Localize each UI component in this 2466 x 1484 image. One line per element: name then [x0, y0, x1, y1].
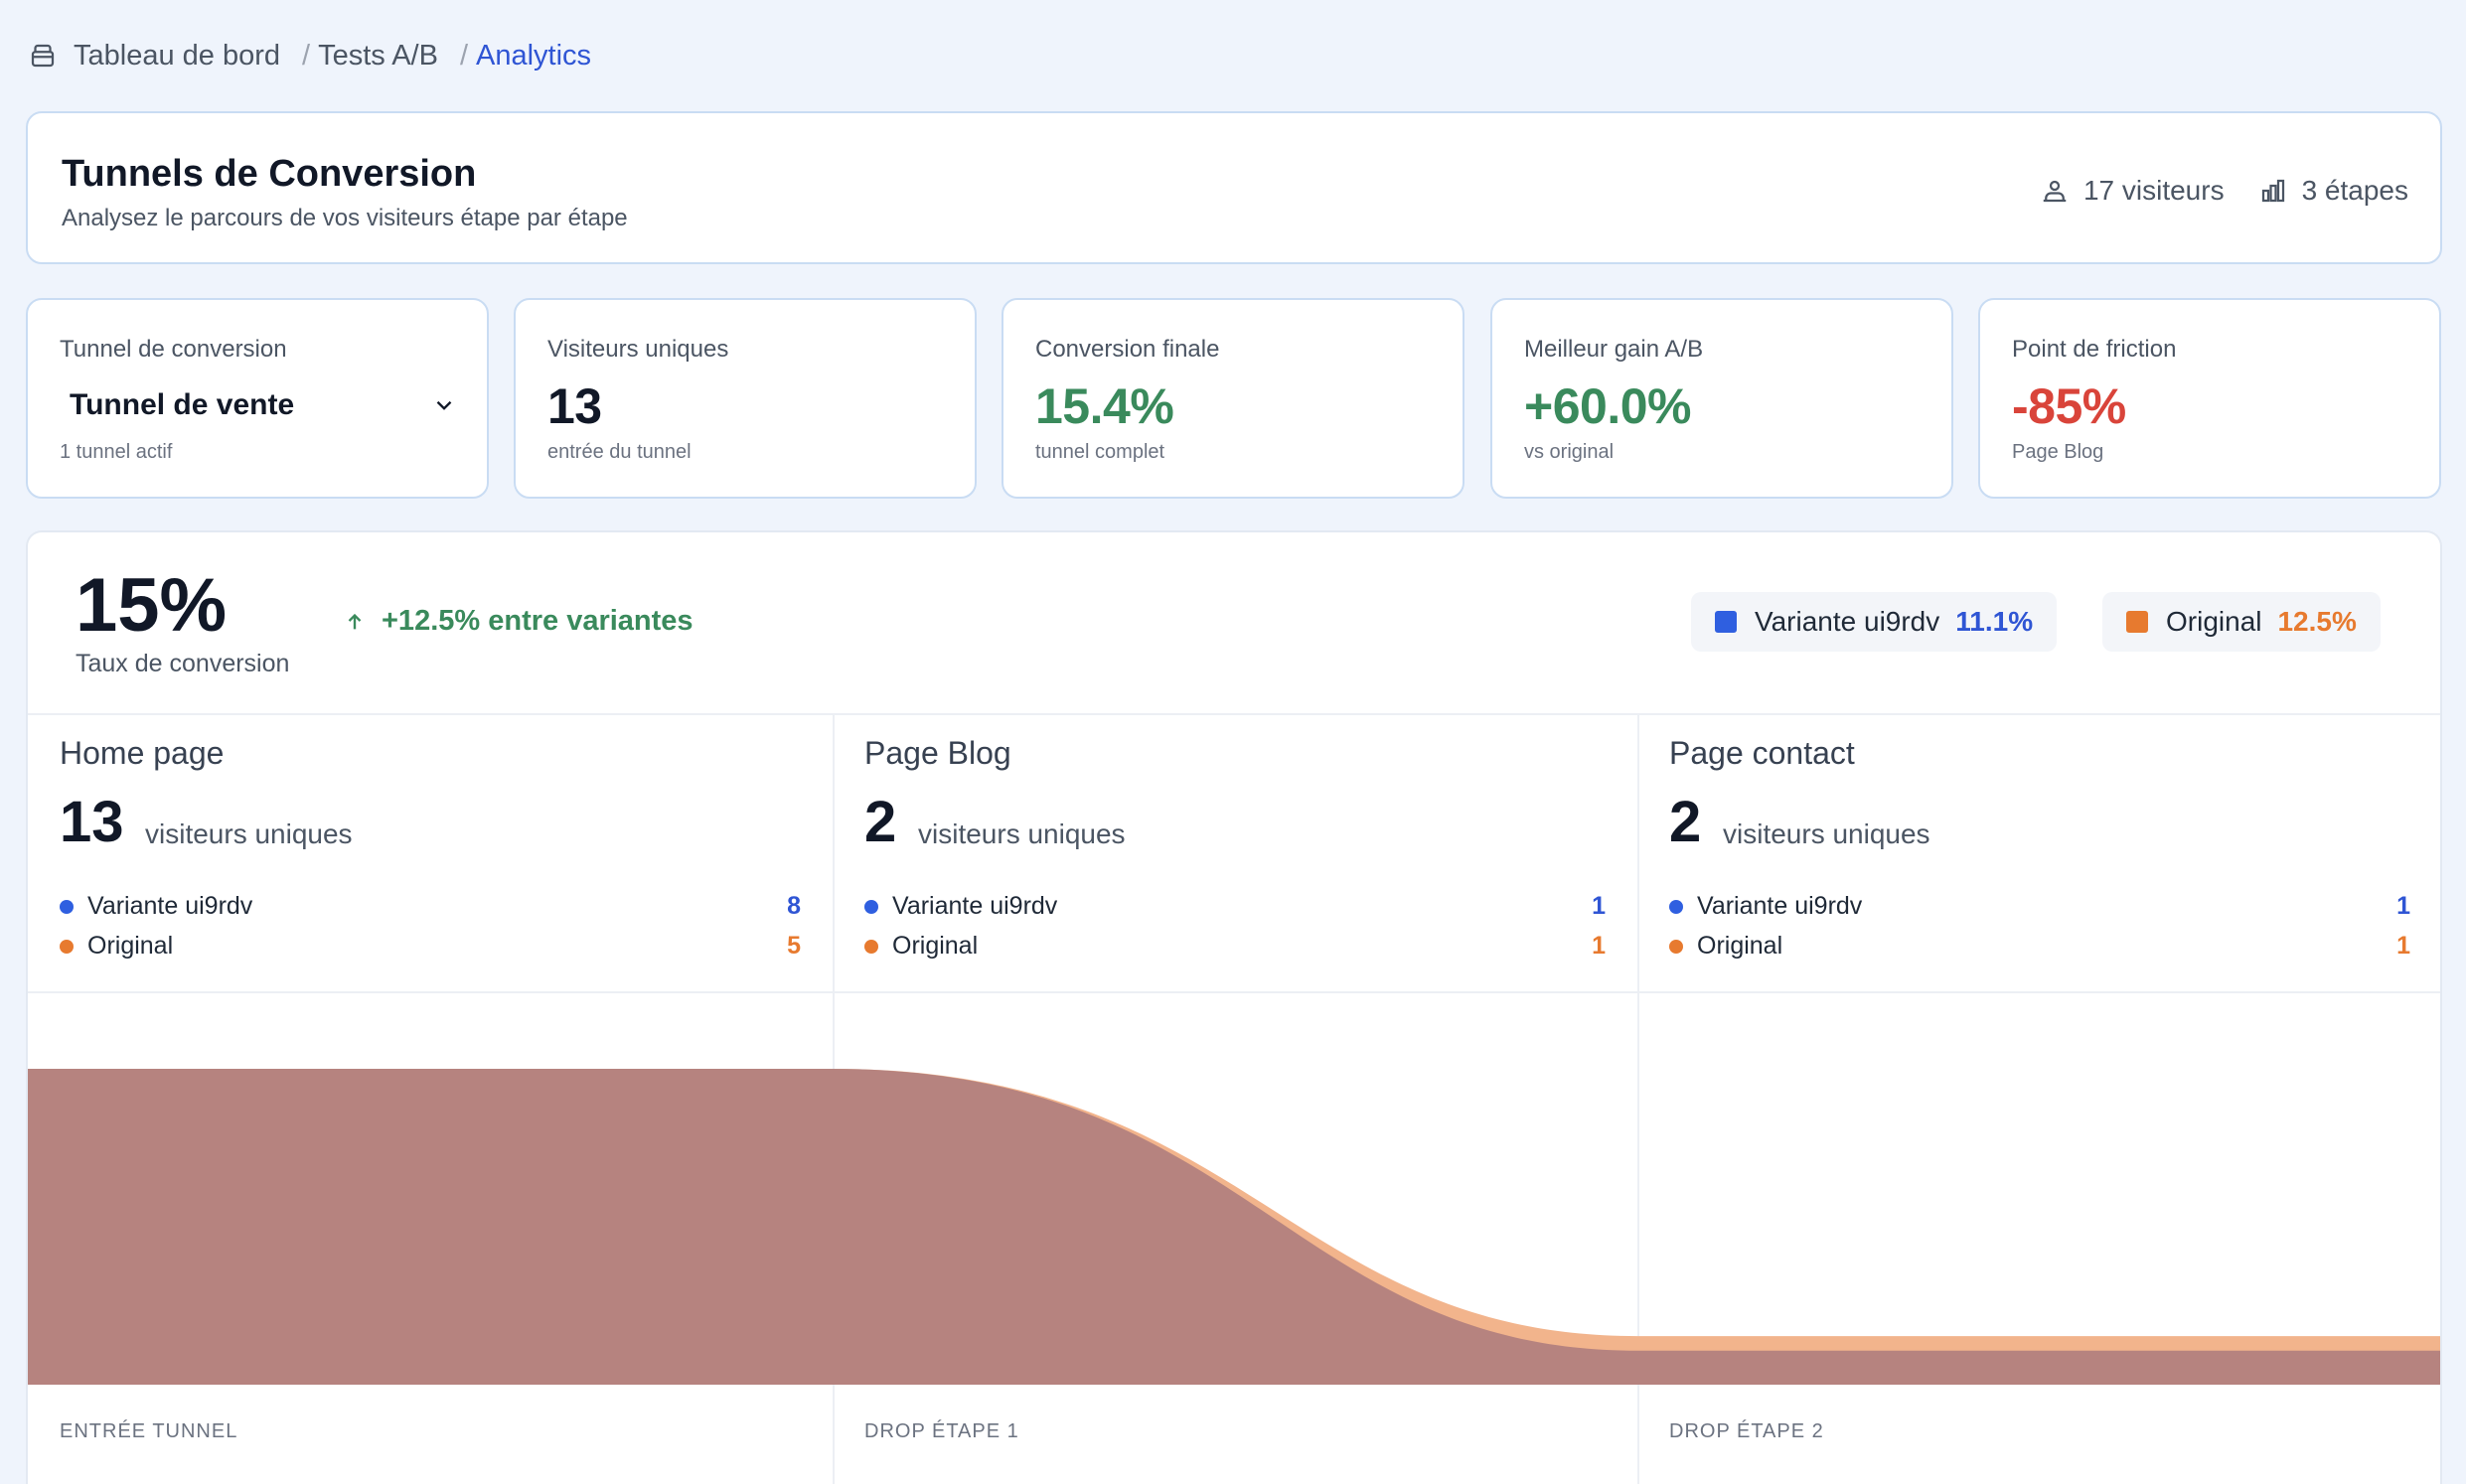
- page-title: Tunnels de Conversion: [62, 153, 477, 195]
- row-name: Variante ui9rdv: [892, 892, 1058, 920]
- divider: [28, 991, 2440, 993]
- original-dot: [864, 939, 878, 954]
- kpi-value: 13: [547, 378, 602, 434]
- visitors-count: 17 visiteurs: [2082, 175, 2225, 206]
- divider: [1637, 715, 1639, 1484]
- step-row-original: Original 1: [864, 932, 1606, 961]
- conversion-rate-label: Taux de conversion: [76, 650, 290, 677]
- legend-name: Variante ui9rdv: [1755, 606, 1940, 637]
- row-name: Variante ui9rdv: [87, 892, 253, 920]
- footer-label-entry: ENTRÉE TUNNEL: [60, 1420, 238, 1442]
- footer-label-drop-1: DROP ÉTAPE 1: [864, 1420, 1019, 1442]
- step-home-page: Home page 13 visiteurs uniques Variante …: [28, 715, 833, 993]
- kpi-label: Conversion finale: [1035, 336, 1220, 363]
- step-blog-page: Page Blog 2 visiteurs uniques Variante u…: [833, 715, 1637, 993]
- step-count: 13: [60, 790, 124, 854]
- kpi-friction-point: Point de friction -85% Page Blog: [1978, 298, 2441, 499]
- steps-count: 3 étapes: [2301, 175, 2408, 206]
- kpi-value: +60.0%: [1524, 378, 1691, 434]
- row-value: 8: [787, 892, 801, 920]
- row-value: 1: [2396, 932, 2410, 960]
- row-name: Original: [892, 932, 979, 960]
- variant-dot: [864, 899, 878, 914]
- row-value: 1: [1592, 892, 1606, 920]
- funnel-chart: [28, 1069, 2440, 1385]
- kpi-label: Meilleur gain A/B: [1524, 336, 1704, 363]
- steps-stat: 3 étapes: [2258, 175, 2408, 207]
- kpi-label: Tunnel de conversion: [60, 336, 287, 363]
- step-count-label: visiteurs uniques: [145, 818, 353, 849]
- step-row-variant: Variante ui9rdv 8: [60, 892, 801, 921]
- breadcrumb-item-dashboard[interactable]: Tableau de bord: [74, 39, 280, 72]
- dashboard-icon: [28, 41, 58, 71]
- step-count: 2: [864, 790, 897, 854]
- kpi-sub: vs original: [1524, 441, 1615, 463]
- row-value: 1: [2396, 892, 2410, 920]
- step-row-original: Original 5: [60, 932, 801, 961]
- header-stats: 17 visiteurs 3 étapes: [2006, 175, 2408, 207]
- row-name: Original: [87, 932, 174, 960]
- breadcrumb-item-analytics[interactable]: Analytics: [476, 39, 592, 72]
- step-count: 2: [1669, 790, 1702, 854]
- legend-value: 12.5%: [2277, 606, 2357, 637]
- kpi-best-ab-gain: Meilleur gain A/B +60.0% vs original: [1490, 298, 1953, 499]
- chevron-down-icon: [436, 400, 452, 410]
- row-name: Original: [1697, 932, 1783, 960]
- bar-chart-icon: [2261, 179, 2284, 203]
- step-title: Page contact: [1669, 735, 1855, 771]
- funnel-card: 15% Taux de conversion +12.5% entre vari…: [26, 530, 2442, 1484]
- breadcrumb-item-ab-tests[interactable]: Tests A/B: [318, 39, 438, 72]
- conversion-rate: 15%: [76, 563, 228, 648]
- kpi-label: Point de friction: [2012, 336, 2177, 363]
- breadcrumb-separator: /: [459, 39, 469, 72]
- funnel-select[interactable]: Tunnel de vente: [60, 377, 457, 433]
- variant-dot: [1669, 899, 1683, 914]
- kpi-unique-visitors: Visiteurs uniques 13 entrée du tunnel: [514, 298, 977, 499]
- legend-variant[interactable]: Variante ui9rdv 11.1%: [1691, 592, 2058, 652]
- kpi-value: 15.4%: [1035, 378, 1174, 434]
- kpi-sub: Page Blog: [2012, 441, 2104, 463]
- footer-label-drop-2: DROP ÉTAPE 2: [1669, 1420, 1824, 1442]
- variant-delta-text: +12.5% entre variantes: [382, 605, 694, 637]
- breadcrumb: Tableau de bord / Tests A/B / Analytics: [28, 36, 591, 75]
- variant-dot: [60, 899, 74, 914]
- original-dot: [1669, 939, 1683, 954]
- header-card: Tunnels de Conversion Analysez le parcou…: [26, 111, 2442, 264]
- row-value: 1: [1592, 932, 1606, 960]
- legend-swatch: [1715, 611, 1737, 633]
- kpi-funnel-selector: Tunnel de conversion Tunnel de vente 1 t…: [26, 298, 489, 499]
- legend-swatch: [2126, 611, 2148, 633]
- step-title: Page Blog: [864, 735, 1011, 771]
- step-contact-page: Page contact 2 visiteurs uniques Variant…: [1637, 715, 2440, 993]
- original-dot: [60, 939, 74, 954]
- kpi-sub: tunnel complet: [1035, 441, 1165, 463]
- kpi-final-conversion: Conversion finale 15.4% tunnel complet: [1002, 298, 1464, 499]
- kpi-sub: 1 tunnel actif: [60, 441, 173, 463]
- kpi-label: Visiteurs uniques: [547, 336, 729, 363]
- step-count-label: visiteurs uniques: [1723, 818, 1930, 849]
- row-name: Variante ui9rdv: [1697, 892, 1863, 920]
- step-count-label: visiteurs uniques: [918, 818, 1126, 849]
- legend-original[interactable]: Original 12.5%: [2102, 592, 2381, 652]
- breadcrumb-separator: /: [302, 39, 311, 72]
- funnel-area-variant: [28, 1069, 2440, 1385]
- users-icon: [2043, 180, 2067, 203]
- page-subtitle: Analysez le parcours de vos visiteurs ét…: [62, 205, 628, 231]
- step-title: Home page: [60, 735, 225, 771]
- visitors-stat: 17 visiteurs: [2040, 175, 2225, 207]
- legend-value: 11.1%: [1955, 606, 2034, 637]
- kpi-value: -85%: [2012, 378, 2126, 434]
- step-row-variant: Variante ui9rdv 1: [1669, 892, 2410, 921]
- row-value: 5: [787, 932, 801, 960]
- step-row-original: Original 1: [1669, 932, 2410, 961]
- legend-name: Original: [2166, 606, 2262, 637]
- variant-delta: +12.5% entre variantes: [344, 605, 694, 638]
- funnel-select-value: Tunnel de vente: [70, 388, 295, 421]
- arrow-up-icon: [348, 613, 362, 629]
- kpi-sub: entrée du tunnel: [547, 441, 692, 463]
- step-row-variant: Variante ui9rdv 1: [864, 892, 1606, 921]
- divider: [28, 713, 2440, 715]
